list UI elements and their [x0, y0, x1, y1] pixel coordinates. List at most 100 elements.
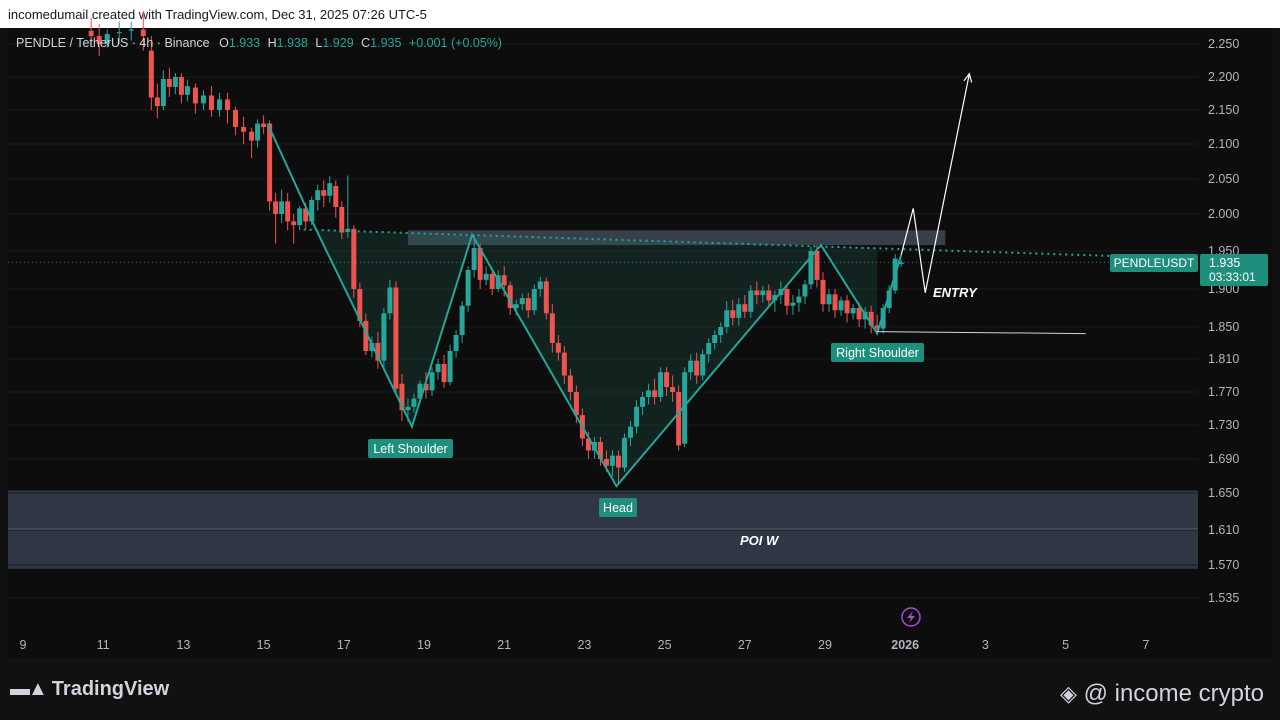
candle — [748, 285, 754, 318]
candle — [802, 279, 808, 305]
candle — [531, 284, 537, 315]
candle-body — [784, 289, 790, 306]
y-tick-label: 1.690 — [1208, 452, 1239, 466]
y-tick-label: 1.730 — [1208, 418, 1239, 432]
candle-body — [754, 290, 760, 296]
candle-body — [435, 363, 441, 373]
candle — [670, 375, 676, 402]
candle — [453, 330, 459, 358]
candle-body — [154, 97, 160, 107]
candle — [172, 73, 178, 95]
candle — [507, 281, 513, 315]
change-value: +0.001 (+0.05%) — [408, 36, 503, 50]
x-tick-label: 15 — [257, 638, 271, 652]
candle-body — [241, 127, 247, 132]
candle — [706, 338, 712, 363]
candle-body — [489, 273, 495, 289]
candle — [664, 367, 670, 397]
candle-body — [249, 131, 255, 141]
candle-body — [447, 351, 453, 383]
y-tick-label: 2.050 — [1208, 172, 1239, 186]
candle-body — [814, 251, 820, 280]
x-tick-label: 17 — [337, 638, 351, 652]
candle — [345, 175, 351, 238]
candle-body — [279, 201, 285, 214]
candle — [166, 67, 172, 97]
candle-body — [208, 95, 214, 110]
candle-body — [573, 392, 579, 416]
candle-body — [297, 208, 303, 226]
candle-body — [148, 50, 154, 98]
candle — [712, 330, 718, 350]
candle-body — [718, 327, 724, 335]
candle-body — [417, 383, 423, 399]
current-price-tag-bg — [1200, 254, 1268, 286]
tradingview-logo[interactable]: ▬▲ TradingView — [10, 678, 169, 701]
left-shoulder-label-bg — [368, 439, 453, 458]
candle — [766, 284, 772, 308]
candle-body — [886, 290, 892, 308]
candle-body — [255, 123, 261, 141]
candle-body — [802, 284, 808, 297]
candle-body — [381, 313, 387, 361]
candle-body — [850, 308, 856, 314]
candle-body — [88, 30, 94, 37]
candle — [658, 367, 664, 402]
y-tick-label: 1.650 — [1208, 486, 1239, 500]
candle — [724, 301, 730, 334]
y-tick-label: 2.150 — [1208, 103, 1239, 117]
symbol-legend[interactable]: PENDLE / TetherUS · 4h · Binance O1.933 … — [16, 36, 502, 50]
ticker-tag: PENDLEUSDT — [1114, 256, 1195, 270]
head-label-bg — [599, 498, 637, 517]
y-tick-label: 1.850 — [1208, 320, 1239, 334]
candle — [796, 289, 802, 312]
candle — [116, 21, 122, 44]
candle-body — [766, 290, 772, 301]
candle-body — [471, 248, 477, 270]
candle-body — [140, 29, 146, 37]
candle-body — [652, 390, 658, 397]
candle-body — [640, 396, 646, 407]
candle — [754, 281, 760, 305]
candle-body — [233, 110, 239, 127]
candle — [465, 266, 471, 312]
candle — [555, 335, 561, 361]
candle — [200, 90, 206, 110]
close-label: C — [361, 36, 371, 50]
candle-body — [369, 343, 375, 351]
candle — [736, 298, 742, 326]
candle — [88, 17, 94, 44]
candle-body — [273, 201, 279, 214]
candle — [423, 372, 429, 399]
neckline — [303, 228, 1146, 259]
y-tick-label: 1.570 — [1208, 558, 1239, 572]
open-value: 1.933 — [228, 36, 261, 50]
y-tick-label: 1.770 — [1208, 385, 1239, 399]
candle — [441, 355, 447, 388]
open-label: O — [219, 36, 229, 50]
candle — [369, 336, 375, 358]
poi-label: POI W — [740, 533, 780, 548]
candle-body — [688, 360, 694, 373]
candle — [285, 193, 291, 231]
candle — [154, 83, 160, 119]
candle-body — [796, 296, 802, 303]
candle-body — [844, 300, 850, 314]
candle — [808, 246, 814, 289]
candle-body — [192, 87, 198, 104]
candle-body — [724, 310, 730, 327]
candle-body — [116, 32, 122, 34]
candle — [225, 92, 231, 124]
candle — [483, 266, 489, 286]
candle-body — [658, 372, 664, 397]
lightning-icon[interactable] — [901, 607, 921, 627]
candle — [850, 304, 856, 320]
resistance-zone — [407, 230, 946, 246]
candle-body — [868, 311, 874, 326]
candle-body — [736, 304, 742, 318]
candle — [525, 292, 531, 318]
candle-body — [315, 190, 321, 200]
candle-body — [225, 99, 231, 110]
candle — [477, 243, 483, 289]
